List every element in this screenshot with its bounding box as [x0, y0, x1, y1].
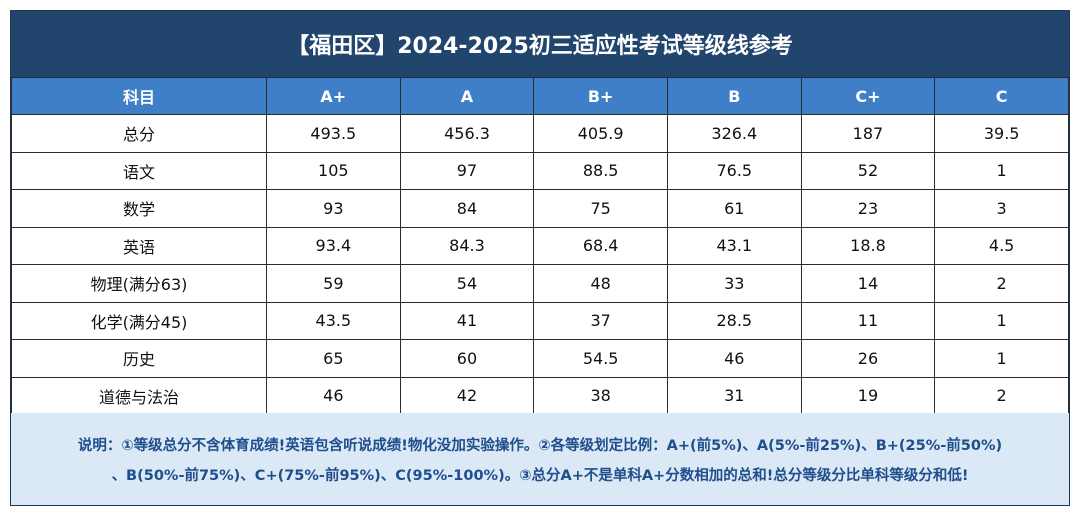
score-cell: 2	[934, 264, 1069, 303]
subject-cell: 语文	[11, 151, 267, 190]
score-cell: 60	[399, 339, 535, 378]
score-cell: 37	[533, 301, 668, 340]
score-cell: 187	[800, 114, 936, 153]
score-cell: 93	[266, 189, 401, 228]
score-cell: 42	[399, 376, 535, 415]
score-cell: 97	[399, 151, 535, 190]
table-row: 数学 93 84 75 61 23 3	[11, 189, 1069, 228]
score-cell: 493.5	[266, 114, 401, 153]
score-cell: 59	[266, 264, 401, 303]
subject-cell: 数学	[11, 189, 267, 228]
grade-table-card: 【福田区】2024-2025初三适应性考试等级线参考 科目 A+ A B+ B …	[10, 10, 1070, 506]
score-cell: 3	[934, 189, 1069, 228]
score-cell: 46	[266, 376, 401, 415]
score-cell: 1	[934, 301, 1069, 340]
score-cell: 43.1	[666, 226, 802, 265]
table-row: 物理(满分63) 59 54 48 33 14 2	[11, 264, 1069, 303]
page-title: 【福田区】2024-2025初三适应性考试等级线参考	[11, 11, 1069, 77]
subject-cell: 历史	[11, 339, 267, 378]
subject-cell: 化学(满分45)	[11, 301, 267, 340]
score-cell: 33	[666, 264, 802, 303]
score-cell: 54	[399, 264, 535, 303]
score-cell: 76.5	[666, 151, 802, 190]
score-cell: 61	[666, 189, 802, 228]
score-cell: 38	[533, 376, 668, 415]
score-cell: 456.3	[399, 114, 535, 153]
score-cell: 4.5	[934, 226, 1069, 265]
column-header-b-plus: B+	[533, 77, 668, 115]
score-cell: 105	[266, 151, 401, 190]
column-header-b: B	[666, 77, 802, 115]
score-cell: 93.4	[266, 226, 401, 265]
subject-cell: 总分	[11, 114, 267, 153]
table-header-row: 科目 A+ A B+ B C+ C	[11, 77, 1069, 115]
score-cell: 54.5	[533, 339, 668, 378]
score-cell: 18.8	[800, 226, 936, 265]
table-row: 历史 65 60 54.5 46 26 1	[11, 339, 1069, 378]
score-cell: 84.3	[399, 226, 535, 265]
table-row: 语文 105 97 88.5 76.5 52 1	[11, 151, 1069, 190]
score-cell: 14	[800, 264, 936, 303]
score-cell: 1	[934, 339, 1069, 378]
score-cell: 11	[800, 301, 936, 340]
score-cell: 39.5	[934, 114, 1069, 153]
score-cell: 41	[399, 301, 535, 340]
column-header-c-plus: C+	[800, 77, 936, 115]
score-cell: 23	[800, 189, 936, 228]
table-row: 总分 493.5 456.3 405.9 326.4 187 39.5	[11, 114, 1069, 153]
column-header-subject: 科目	[11, 77, 267, 115]
score-cell: 75	[533, 189, 668, 228]
subject-cell: 英语	[11, 226, 267, 265]
score-cell: 2	[934, 376, 1069, 415]
score-cell: 48	[533, 264, 668, 303]
score-cell: 326.4	[666, 114, 802, 153]
table-row: 化学(满分45) 43.5 41 37 28.5 11 1	[11, 301, 1069, 340]
subject-cell: 道德与法治	[11, 376, 267, 415]
column-header-a-plus: A+	[266, 77, 401, 115]
column-header-a: A	[399, 77, 535, 115]
score-cell: 52	[800, 151, 936, 190]
score-cell: 84	[399, 189, 535, 228]
score-cell: 46	[666, 339, 802, 378]
score-cell: 65	[266, 339, 401, 378]
notes: 说明：①等级总分不含体育成绩!英语包含听说成绩!物化没加实验操作。②各等级划定比…	[11, 413, 1069, 505]
column-header-c: C	[934, 77, 1069, 115]
score-cell: 405.9	[533, 114, 668, 153]
score-cell: 28.5	[666, 301, 802, 340]
note-line-2: 、B(50%-前75%)、C+(75%-前95%)、C(95%-100%)。③总…	[111, 468, 969, 484]
score-cell: 19	[800, 376, 936, 415]
score-cell: 88.5	[533, 151, 668, 190]
score-cell: 43.5	[266, 301, 401, 340]
score-cell: 1	[934, 151, 1069, 190]
grade-table: 科目 A+ A B+ B C+ C 总分 493.5 456.3 405.9 326.4…	[11, 77, 1069, 415]
table-row: 道德与法治 46 42 38 31 19 2	[11, 376, 1069, 415]
score-cell: 26	[800, 339, 936, 378]
score-cell: 31	[666, 376, 802, 415]
score-cell: 68.4	[533, 226, 668, 265]
table-row: 英语 93.4 84.3 68.4 43.1 18.8 4.5	[11, 226, 1069, 265]
note-line-1: 说明：①等级总分不含体育成绩!英语包含听说成绩!物化没加实验操作。②各等级划定比…	[77, 438, 1003, 454]
subject-cell: 物理(满分63)	[11, 264, 267, 303]
